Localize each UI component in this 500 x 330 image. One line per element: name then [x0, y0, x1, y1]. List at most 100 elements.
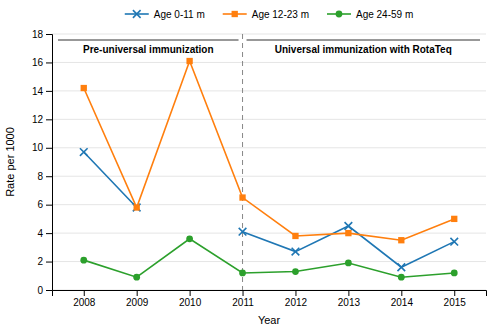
- tick: 2015: [444, 290, 467, 308]
- tick: 2008: [73, 290, 96, 308]
- tick-mark: [46, 119, 52, 120]
- tick-label: 2012: [285, 297, 308, 308]
- tick-mark: [137, 290, 138, 296]
- tick-label: 4: [37, 228, 43, 239]
- point: [292, 233, 298, 239]
- tick: 2: [37, 256, 52, 267]
- tick: 2010: [179, 290, 202, 308]
- tick: 18: [32, 29, 52, 40]
- y-axis: 024681012141618: [32, 29, 53, 296]
- tick-label: 6: [37, 199, 43, 210]
- tick-mark: [401, 290, 402, 296]
- legend-item: Age 24-59 m: [327, 9, 413, 20]
- tick: 2012: [285, 290, 308, 308]
- point: [345, 230, 351, 236]
- point: [239, 194, 245, 200]
- point: [81, 85, 87, 91]
- tick-mark: [46, 290, 52, 291]
- x-axis-title: Year: [258, 314, 281, 326]
- tick-label: 2010: [179, 297, 202, 308]
- tick-label: 12: [32, 114, 44, 125]
- point: [80, 257, 87, 264]
- grid-line: [52, 204, 486, 205]
- point: [345, 260, 352, 267]
- legend-label: Age 0-11 m: [154, 9, 205, 20]
- tick-mark: [46, 205, 52, 206]
- legend-item: Age 0-11 m: [125, 9, 205, 20]
- series-line: [84, 152, 454, 267]
- point: [397, 263, 405, 271]
- point: [451, 270, 458, 277]
- tick-label: 16: [32, 57, 44, 68]
- chart: 2008200920102011201220132014201502468101…: [0, 0, 500, 330]
- legend-label: Age 24-59 m: [356, 9, 413, 20]
- tick-label: 2009: [126, 297, 149, 308]
- tick-label: 2015: [444, 297, 467, 308]
- point: [133, 204, 141, 212]
- tick-label: 14: [32, 86, 44, 97]
- bracket: [58, 40, 239, 41]
- point: [450, 238, 458, 246]
- tick: 2014: [391, 290, 414, 308]
- series-line: [84, 61, 454, 240]
- tick-mark: [348, 290, 349, 296]
- legend-marker: [336, 11, 343, 18]
- tick-mark: [295, 290, 296, 296]
- grid-line: [52, 119, 486, 120]
- point: [133, 274, 140, 281]
- tick-mark: [84, 290, 85, 296]
- data: [80, 34, 458, 290]
- series-line: [84, 239, 454, 277]
- legend-item: Age 12-23 m: [223, 9, 309, 20]
- tick-mark: [454, 290, 455, 296]
- tick: 8: [37, 171, 52, 182]
- annotation: Universal immunization with RotaTeq: [275, 44, 452, 55]
- tick-mark: [46, 176, 52, 177]
- tick: 2009: [126, 290, 149, 308]
- point: [451, 216, 457, 222]
- tick-mark: [46, 62, 52, 63]
- tick: 12: [32, 114, 52, 125]
- axis-line: [53, 291, 487, 297]
- tick-label: 10: [32, 142, 44, 153]
- tick-label: 2014: [391, 297, 414, 308]
- point: [292, 268, 299, 275]
- tick-label: 2013: [338, 297, 361, 308]
- tick-label: 18: [32, 29, 44, 40]
- tick: 2011: [232, 290, 254, 308]
- tick-label: 2011: [232, 297, 254, 308]
- legend-label: Age 12-23 m: [252, 9, 309, 20]
- grid-line: [52, 147, 486, 148]
- point: [134, 204, 140, 210]
- plot: 2008200920102011201220132014201502468101…: [32, 29, 487, 308]
- tick-label: 2008: [73, 297, 96, 308]
- grid-line: [52, 62, 486, 63]
- point: [239, 270, 246, 277]
- tick-label: 8: [37, 171, 43, 182]
- tick-label: 2: [37, 256, 43, 267]
- tick: 2013: [338, 290, 361, 308]
- point: [345, 222, 353, 230]
- tick-mark: [46, 233, 52, 234]
- point: [186, 58, 192, 64]
- tick-mark: [46, 262, 52, 263]
- grid-line: [52, 261, 486, 262]
- axis-line: [46, 35, 53, 291]
- x-axis: 2008 2009 2010 2011 2012 2013 2014 2015: [53, 290, 487, 308]
- tick-mark: [243, 290, 244, 296]
- legend: Age 0-11 m Age 12-23 m Age 24-59 m: [125, 9, 413, 20]
- grid-line: [52, 176, 486, 177]
- tick-mark: [190, 290, 191, 296]
- annotations: Pre-universal immunization Universal immu…: [58, 40, 480, 55]
- grid-line: [52, 34, 486, 35]
- tick-mark: [46, 148, 52, 149]
- divider: [242, 34, 243, 290]
- y-axis-title: Rate per 1000: [4, 127, 16, 197]
- tick-mark: [46, 34, 52, 35]
- bracket: [247, 40, 480, 41]
- grid: [52, 34, 486, 290]
- tick: 4: [37, 228, 52, 239]
- tick: 10: [32, 142, 52, 153]
- annotation: Pre-universal immunization: [83, 44, 214, 55]
- tick: 14: [32, 86, 52, 97]
